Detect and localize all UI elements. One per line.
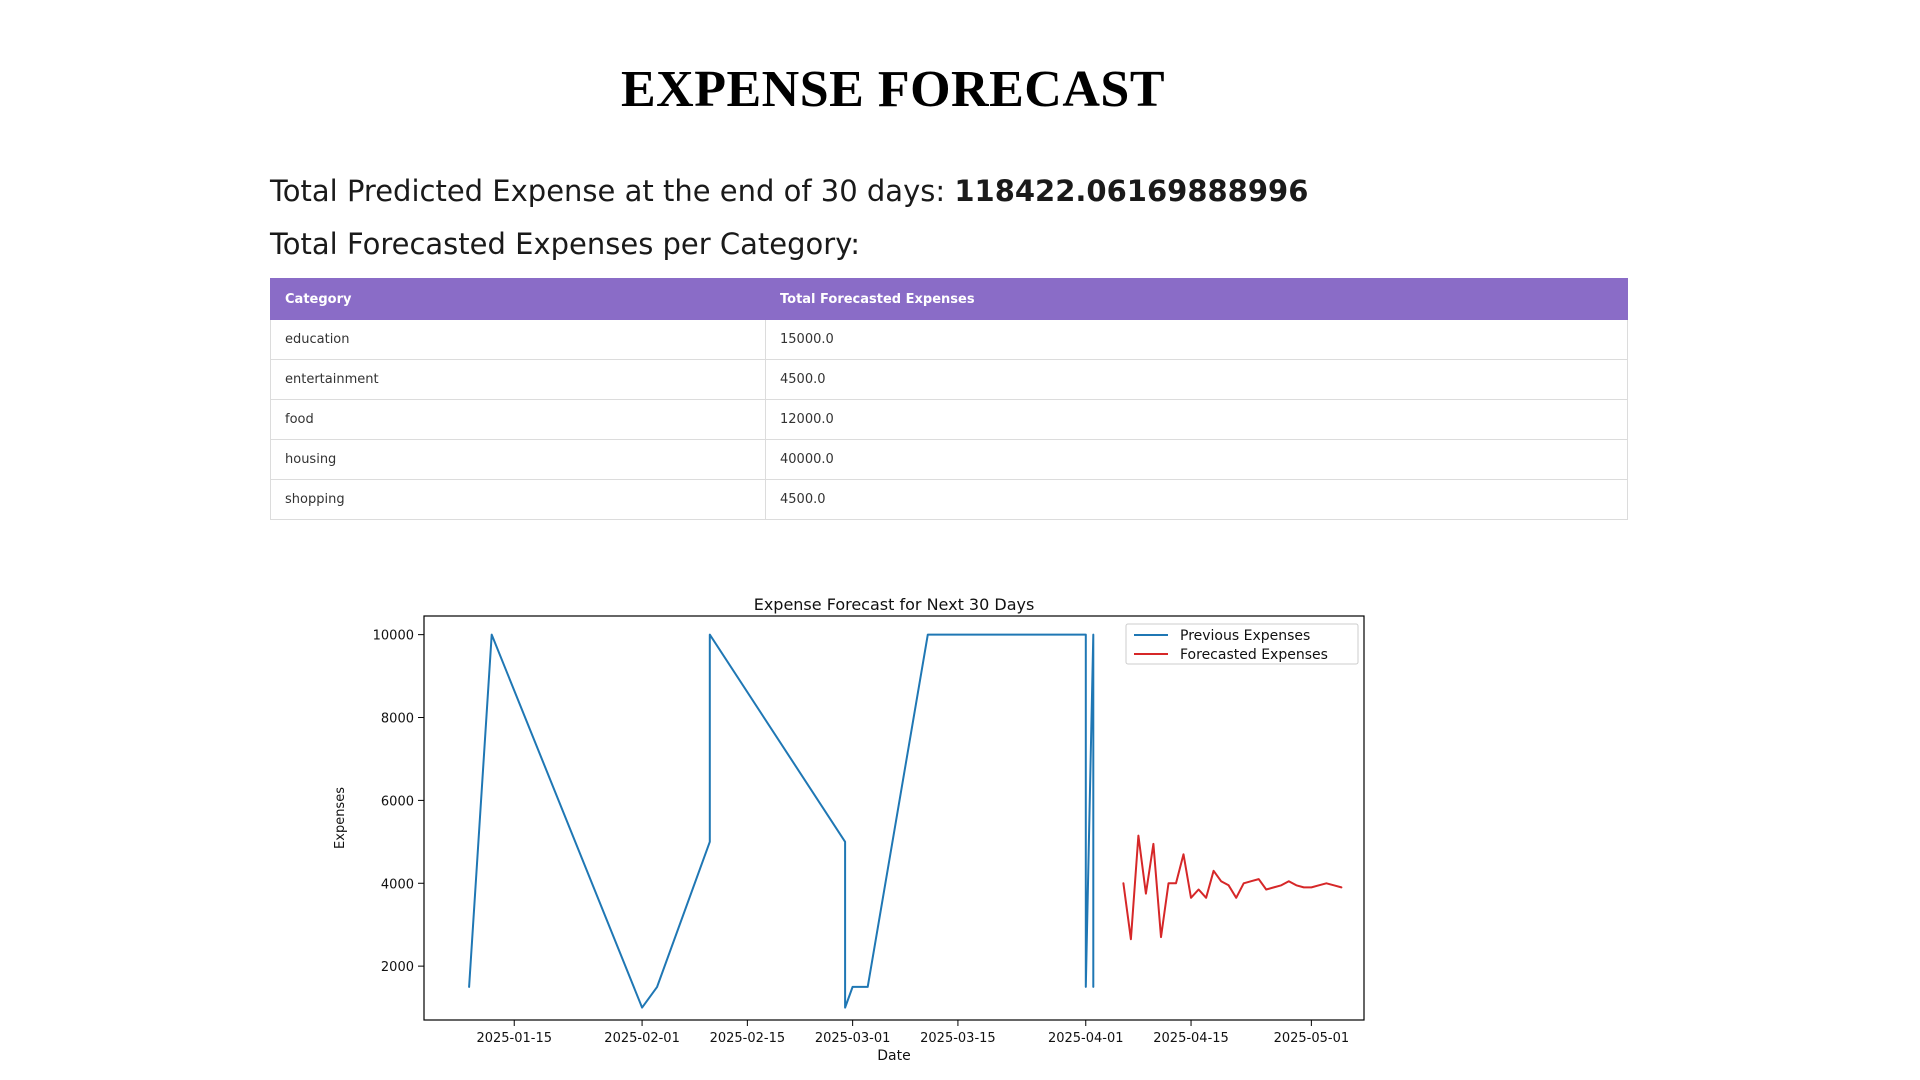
column-header-category: Category bbox=[270, 278, 766, 320]
x-tick-label: 2025-03-01 bbox=[815, 1031, 891, 1046]
x-tick-label: 2025-05-01 bbox=[1274, 1031, 1350, 1046]
previous-expenses-line bbox=[468, 633, 1095, 1009]
y-tick-label: 10000 bbox=[373, 629, 414, 644]
table-row: shopping 4500.0 bbox=[270, 479, 1628, 520]
table-header-row: Category Total Forecasted Expenses bbox=[270, 278, 1628, 320]
table-row: food 12000.0 bbox=[270, 399, 1628, 440]
category-heading: Total Forecasted Expenses per Category: bbox=[270, 227, 861, 261]
x-tick-label: 2025-04-15 bbox=[1153, 1031, 1229, 1046]
amount-cell: 40000.0 bbox=[765, 439, 1628, 480]
table-row: housing 40000.0 bbox=[270, 439, 1628, 480]
expense-forecast-chart: Expense Forecast for Next 30 Days 2000 40… bbox=[320, 590, 1380, 1070]
category-cell: shopping bbox=[270, 479, 766, 520]
category-cell: housing bbox=[270, 439, 766, 480]
table-row: education 15000.0 bbox=[270, 319, 1628, 360]
legend-label-previous: Previous Expenses bbox=[1180, 628, 1310, 644]
chart-legend: Previous Expenses Forecasted Expenses bbox=[1125, 623, 1359, 665]
x-axis-label: Date bbox=[877, 1048, 910, 1064]
y-tick-label: 8000 bbox=[381, 712, 414, 727]
amount-cell: 15000.0 bbox=[765, 319, 1628, 360]
x-tick-label: 2025-03-15 bbox=[920, 1031, 996, 1046]
column-header-total: Total Forecasted Expenses bbox=[765, 278, 1628, 320]
y-tick-label: 4000 bbox=[381, 877, 414, 892]
table-row: entertainment 4500.0 bbox=[270, 359, 1628, 400]
y-axis: 2000 4000 6000 8000 10000 bbox=[373, 629, 424, 975]
amount-cell: 4500.0 bbox=[765, 479, 1628, 520]
forecast-table: Category Total Forecasted Expenses educa… bbox=[270, 278, 1628, 520]
category-cell: entertainment bbox=[270, 359, 766, 400]
series-layer bbox=[468, 633, 1343, 1009]
y-tick-label: 2000 bbox=[381, 960, 414, 975]
category-cell: food bbox=[270, 399, 766, 440]
legend-label-forecasted: Forecasted Expenses bbox=[1180, 647, 1328, 663]
legend-box bbox=[1125, 623, 1359, 665]
amount-cell: 4500.0 bbox=[765, 359, 1628, 400]
x-tick-label: 2025-01-15 bbox=[476, 1031, 552, 1046]
total-value: 118422.06169888996 bbox=[954, 174, 1309, 208]
y-axis-label: Expenses bbox=[333, 787, 348, 849]
x-axis: 2025-01-15 2025-02-01 2025-02-15 2025-03-01… bbox=[476, 1020, 1349, 1046]
chart-title: Expense Forecast for Next 30 Days bbox=[754, 595, 1035, 614]
y-tick-label: 6000 bbox=[381, 794, 414, 809]
total-predicted-expense: Total Predicted Expense at the end of 30… bbox=[270, 174, 1308, 208]
amount-cell: 12000.0 bbox=[765, 399, 1628, 440]
forecasted-expenses-line bbox=[1122, 834, 1343, 941]
x-tick-label: 2025-04-01 bbox=[1048, 1031, 1124, 1046]
page-title: EXPENSE FORECAST bbox=[621, 61, 1165, 118]
plot-frame bbox=[423, 615, 1365, 1021]
category-cell: education bbox=[270, 319, 766, 360]
x-tick-label: 2025-02-15 bbox=[710, 1031, 786, 1046]
x-tick-label: 2025-02-01 bbox=[604, 1031, 680, 1046]
total-label: Total Predicted Expense at the end of 30… bbox=[270, 174, 946, 208]
chart-svg: Expense Forecast for Next 30 Days 2000 40… bbox=[333, 595, 1365, 1064]
